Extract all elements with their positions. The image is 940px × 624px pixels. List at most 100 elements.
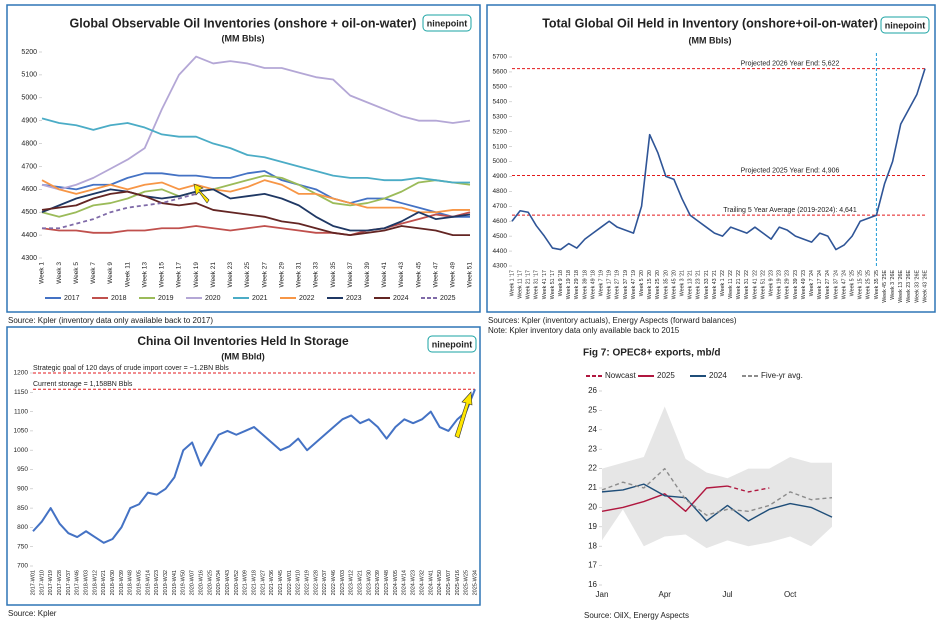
y-tick-label: 750 bbox=[17, 543, 28, 550]
y-tick-label: 4900 bbox=[21, 118, 37, 125]
x-tick-label: Week 9 '18 bbox=[558, 270, 564, 296]
chart-subtitle: (MM Bbld) bbox=[221, 351, 264, 361]
x-tick-label: Week 49 '23 bbox=[801, 270, 807, 299]
x-tick-label: Week 31 '17 bbox=[534, 270, 540, 299]
x-tick-label: 2019-W14 bbox=[145, 570, 151, 595]
x-tick-label: Week 31 '22 bbox=[744, 270, 750, 299]
x-tick-label: Week 37 '24 bbox=[833, 270, 839, 299]
y-tick-label: 5100 bbox=[21, 72, 37, 79]
y-tick-label: 5000 bbox=[493, 158, 508, 165]
x-tick-label: Week 9 bbox=[107, 262, 114, 284]
data-line bbox=[42, 193, 197, 230]
x-tick-label: Week 11 bbox=[124, 262, 131, 287]
x-tick-label: Week 51 bbox=[467, 262, 474, 288]
x-tick-label: 2017-W37 bbox=[66, 570, 72, 595]
x-tick-label: 2022-W01 bbox=[287, 570, 293, 595]
y-tick-label: 16 bbox=[588, 580, 597, 589]
x-tick-label: Week 5 '20 bbox=[639, 270, 645, 296]
x-tick-label: 2017-W46 bbox=[75, 570, 81, 595]
data-line bbox=[41, 188, 471, 232]
x-tick-label: Week 45 '25E bbox=[882, 270, 888, 303]
x-tick-label: 2018-W12 bbox=[92, 570, 98, 595]
legend-label: 2022 bbox=[299, 295, 315, 302]
y-tick-label: 19 bbox=[588, 522, 597, 531]
x-tick-label: Week 7 '24 bbox=[809, 270, 815, 296]
panel-border bbox=[486, 4, 936, 313]
x-tick-label: Week 3 '21 bbox=[679, 270, 685, 296]
x-tick-label: Week 21 bbox=[210, 262, 217, 288]
x-tick-label: Week 1 '22 bbox=[720, 270, 726, 296]
x-tick-label: Week 41 '17 bbox=[542, 270, 548, 299]
legend-label: 2023 bbox=[346, 295, 362, 302]
y-tick-label: 23 bbox=[588, 444, 597, 453]
chart-layer: Global Observable Oil Inventories (onsho… bbox=[8, 14, 930, 620]
x-tick-label: Week 7 '19 bbox=[598, 270, 604, 296]
x-tick-label: 2023-W39 bbox=[375, 570, 381, 595]
y-tick-label: 4700 bbox=[493, 203, 508, 210]
y-tick-label: 800 bbox=[17, 524, 28, 531]
y-tick-label: 5200 bbox=[21, 49, 37, 56]
y-tick-label: 4500 bbox=[493, 233, 508, 240]
x-tick-label: 2021-W45 bbox=[278, 570, 284, 595]
x-tick-label: Week 43 '21 bbox=[712, 270, 718, 299]
x-tick-label: 2021-W18 bbox=[251, 570, 257, 595]
data-line bbox=[41, 117, 470, 184]
x-tick-label: 2021-W36 bbox=[269, 570, 275, 595]
x-tick-label: 2019-W32 bbox=[163, 570, 169, 595]
x-tick-label: Week 45 bbox=[415, 262, 422, 288]
x-tick-label: Week 43 bbox=[398, 262, 405, 288]
data-line bbox=[41, 211, 471, 237]
y-tick-label: 700 bbox=[17, 563, 28, 570]
y-tick-label: 1150 bbox=[14, 389, 28, 396]
x-tick-label: 2023-W30 bbox=[366, 570, 372, 595]
y-tick-label: 22 bbox=[588, 464, 597, 473]
legend-label: 2020 bbox=[205, 295, 221, 302]
range-band bbox=[602, 406, 832, 549]
data-line bbox=[601, 485, 728, 512]
x-tick-label: 2020-W25 bbox=[207, 570, 213, 595]
y-tick-label: 4400 bbox=[493, 248, 508, 255]
x-tick-label: Week 47 '19 bbox=[631, 270, 637, 299]
y-tick-label: 17 bbox=[588, 561, 597, 570]
x-tick-label: Week 29 '23 bbox=[785, 270, 791, 299]
x-tick-label: Week 27 '19 bbox=[615, 270, 621, 299]
legend-label: 2021 bbox=[252, 295, 268, 302]
y-tick-label: 21 bbox=[588, 483, 597, 492]
x-tick-label: Week 17 '19 bbox=[607, 270, 613, 299]
x-tick-label: Week 3 bbox=[56, 262, 63, 284]
x-tick-label: Week 11 '17 bbox=[518, 270, 524, 299]
x-tick-label: Week 37 bbox=[347, 262, 354, 288]
x-tick-label: 2025-W07 bbox=[446, 570, 452, 595]
y-tick-label: 26 bbox=[588, 386, 597, 395]
x-tick-label: Week 23 '21 bbox=[696, 270, 702, 299]
chart-title: China Oil Inventories Held In Storage bbox=[137, 334, 349, 348]
x-tick-label: Week 25 '25 bbox=[866, 270, 872, 299]
x-tick-label: 2022-W28 bbox=[313, 570, 319, 595]
legend-label: Five-yr avg. bbox=[761, 371, 803, 380]
source-note: Note: Kpler inventory data only availabl… bbox=[488, 326, 680, 335]
x-tick-label: 2021-W27 bbox=[260, 570, 266, 595]
y-tick-label: 4500 bbox=[21, 209, 37, 216]
x-tick-label: 2018-W30 bbox=[110, 570, 116, 595]
x-tick-label: Week 23 '26E bbox=[906, 270, 912, 303]
legend-label: 2025 bbox=[440, 295, 456, 302]
x-tick-label: Week 39 '23 bbox=[793, 270, 799, 299]
legend-label: 2018 bbox=[111, 295, 127, 302]
x-tick-label: Week 19 '23 bbox=[777, 270, 783, 299]
x-tick-label: Week 9 '23 bbox=[769, 270, 775, 296]
x-tick-label: Week 5 '25 bbox=[850, 270, 856, 296]
legend-label: 2024 bbox=[709, 371, 727, 380]
x-tick-label: Week 7 bbox=[90, 262, 97, 284]
legend-label: 2024 bbox=[393, 295, 409, 302]
x-tick-label: 2023-W03 bbox=[340, 570, 346, 595]
reference-label: Projected 2025 Year End: 4,906 bbox=[741, 167, 840, 174]
y-tick-label: 5200 bbox=[493, 128, 508, 135]
y-tick-label: 5600 bbox=[493, 69, 508, 76]
x-tick-label: 2018-W39 bbox=[119, 570, 125, 595]
x-tick-label: Week 35 '25 bbox=[874, 270, 880, 299]
x-tick-label: Week 5 bbox=[73, 262, 80, 284]
x-tick-label: Week 41 '22 bbox=[752, 270, 758, 299]
x-tick-label: 2018-W48 bbox=[128, 570, 134, 595]
source-note: Source: Kpler (inventory data only avail… bbox=[8, 316, 213, 325]
source-note: Source: OilX, Energy Aspects bbox=[584, 611, 689, 620]
